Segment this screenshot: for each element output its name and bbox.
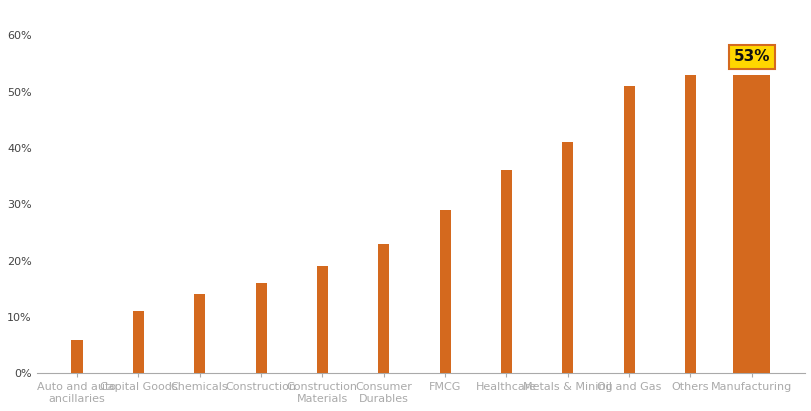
Bar: [71, 339, 83, 374]
Bar: [623, 86, 633, 374]
Bar: [133, 312, 144, 374]
Text: 53%: 53%: [732, 49, 769, 65]
Bar: [316, 266, 328, 374]
Bar: [732, 75, 769, 374]
Bar: [378, 244, 388, 374]
Bar: [439, 210, 450, 374]
Bar: [561, 142, 573, 374]
Bar: [500, 171, 511, 374]
Bar: [194, 295, 205, 374]
Bar: [684, 75, 695, 374]
Bar: [255, 283, 266, 374]
